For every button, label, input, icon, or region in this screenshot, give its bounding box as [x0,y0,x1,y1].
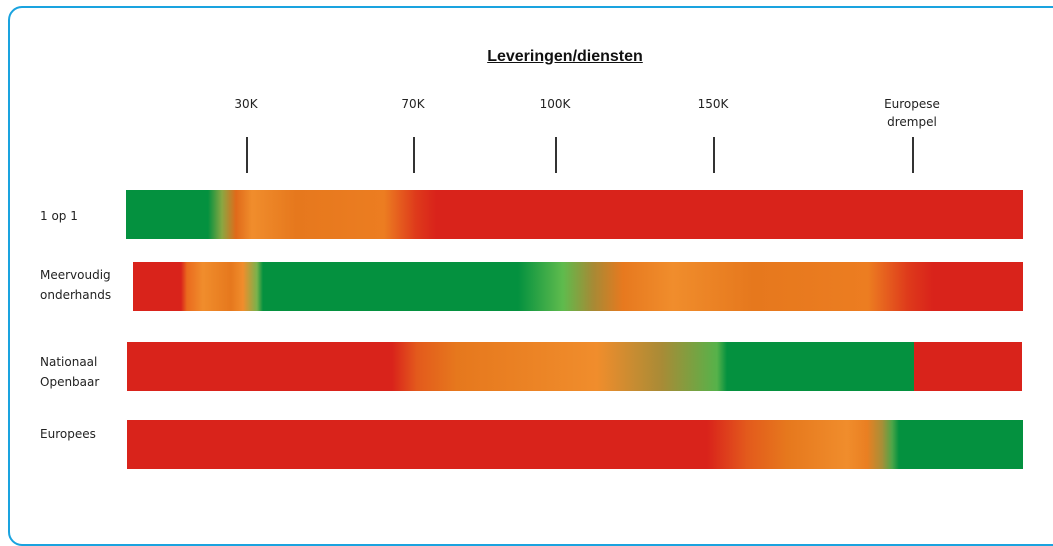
row-label-1-op-1: 1 op 1 [40,206,120,226]
threshold-label-line: Europese [884,97,940,111]
row-label-europees: Europees [40,424,120,444]
row-label-line: Openbaar [40,375,100,389]
threshold-label-line: 150K [697,97,729,111]
row-label-line: Nationaal [40,355,98,369]
row-label-meervoudig-onderhands: Meervoudig onderhands [40,265,120,305]
threshold-label-150k: 150K [653,95,773,113]
threshold-label-30k: 30K [186,95,306,113]
procedure-bar-meervoudig-onderhands [133,262,1023,311]
threshold-label-line: 70K [401,97,425,111]
threshold-tick-europese-drempel [912,137,914,173]
threshold-tick-30k [246,137,248,173]
row-label-line: 1 op 1 [40,209,78,223]
procedure-bar-nationaal-openbaar [127,342,1022,391]
procedure-bar-1-op-1 [126,190,1023,239]
threshold-label-70k: 70K [353,95,473,113]
threshold-label-100k: 100K [495,95,615,113]
threshold-label-line: drempel [887,115,937,129]
threshold-label-europese-drempel: Europese drempel [852,95,972,131]
diagram-title: Leveringen/diensten [487,48,643,65]
threshold-label-line: 100K [539,97,571,111]
threshold-tick-100k [555,137,557,173]
threshold-tick-70k [413,137,415,173]
threshold-tick-150k [713,137,715,173]
row-label-line: onderhands [40,288,112,302]
procedure-bar-europees [127,420,1023,469]
row-label-line: Europees [40,427,96,441]
row-label-line: Meervoudig [40,268,111,282]
threshold-label-line: 30K [234,97,258,111]
row-label-nationaal-openbaar: Nationaal Openbaar [40,352,120,392]
